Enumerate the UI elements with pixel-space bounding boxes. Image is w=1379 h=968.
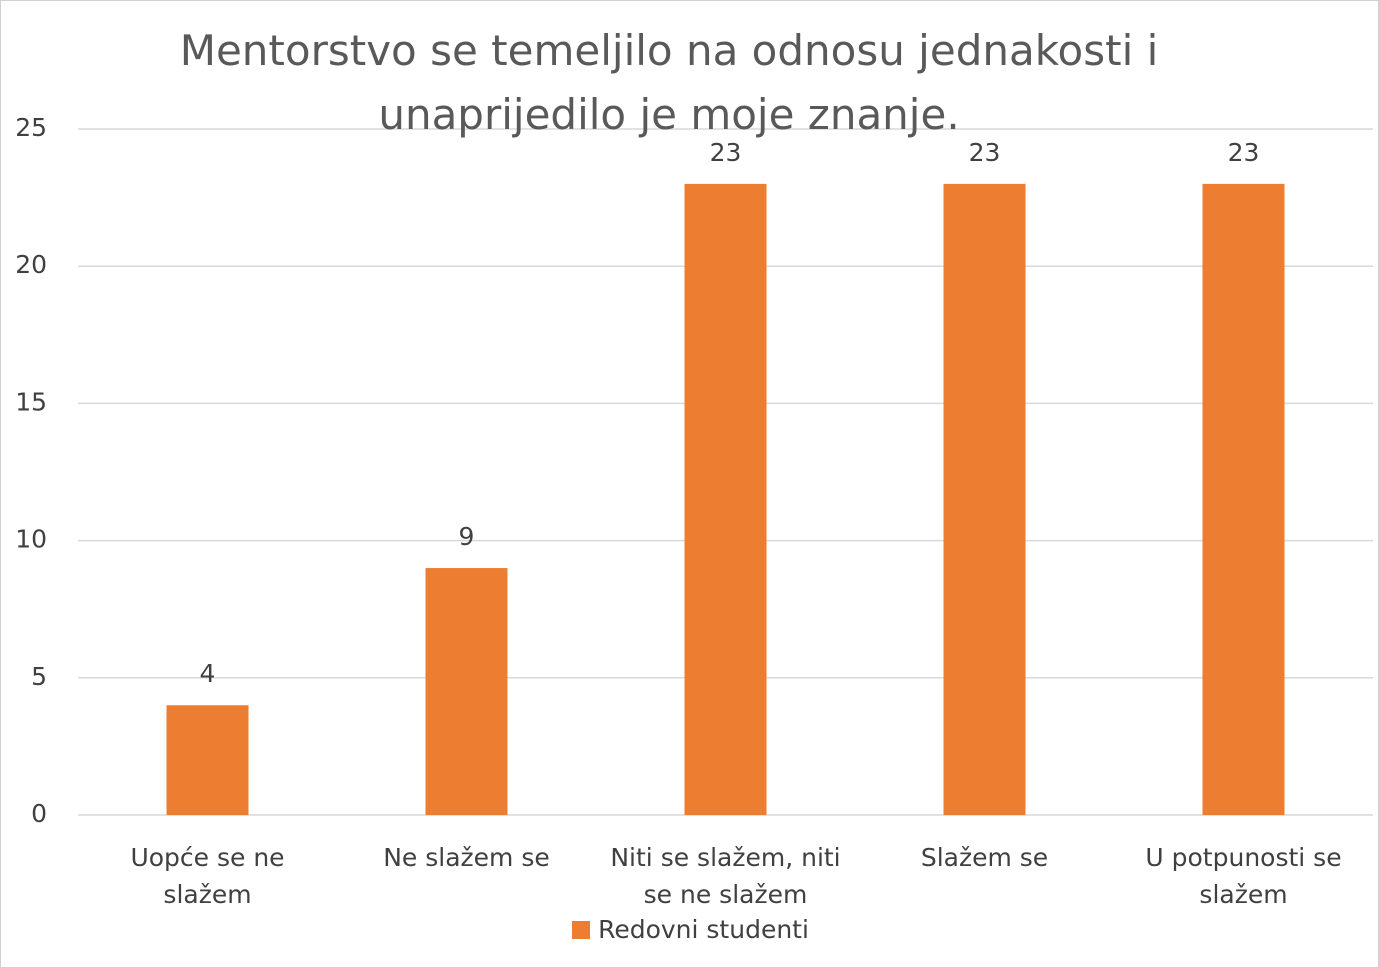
x-tick-label: Slažem se xyxy=(920,843,1049,872)
x-tick-label: U potpunosti se slažem xyxy=(1145,843,1342,909)
y-tick-label: 15 xyxy=(15,387,47,416)
y-tick-label: 0 xyxy=(31,799,47,828)
y-tick-label: 20 xyxy=(15,250,47,279)
data-label: 23 xyxy=(710,138,742,167)
x-tick-label: Ne slažem se xyxy=(383,843,550,872)
y-tick-label: 5 xyxy=(31,662,47,691)
data-label: 9 xyxy=(459,522,475,551)
x-tick-label: Niti se slažem, niti se ne slažem xyxy=(610,843,841,909)
data-label: 4 xyxy=(200,659,216,688)
legend-swatch xyxy=(572,920,591,939)
y-tick-label: 25 xyxy=(15,113,47,142)
legend: Redovni studenti xyxy=(1,915,1378,944)
bar xyxy=(166,705,249,815)
x-tick-label: Uopće se ne slažem xyxy=(130,843,285,909)
legend-label: Redovni studenti xyxy=(598,915,809,944)
bar xyxy=(684,183,767,815)
bar xyxy=(1202,183,1285,815)
bar xyxy=(943,183,1026,815)
data-label: 23 xyxy=(969,138,1001,167)
chart-title: Mentorstvo se temeljilo na odnosu jednak… xyxy=(179,26,1159,139)
data-label: 23 xyxy=(1228,138,1260,167)
y-tick-label: 10 xyxy=(15,525,47,554)
bar xyxy=(425,568,508,815)
